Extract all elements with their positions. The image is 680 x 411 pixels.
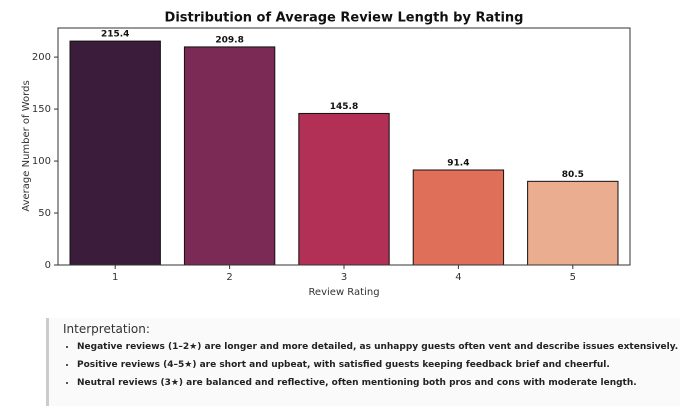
y-tick-label: 100 bbox=[32, 156, 51, 167]
bar bbox=[412, 169, 505, 266]
x-axis-label: Review Rating bbox=[308, 287, 379, 298]
chart-title: Distribution of Average Review Length by… bbox=[165, 11, 524, 26]
y-tick-label: 200 bbox=[32, 52, 51, 63]
plot-frame bbox=[57, 27, 631, 266]
bullet: Neutral reviews (3★) are balanced and re… bbox=[77, 374, 678, 392]
bar bbox=[69, 40, 161, 266]
bullet: Negative reviews (1–2★) are longer and m… bbox=[77, 338, 678, 356]
y-tick-label: 150 bbox=[32, 104, 51, 115]
bullet-list: Negative reviews (1–2★) are longer and m… bbox=[61, 338, 678, 392]
chart: Distribution of Average Review Length by… bbox=[21, 11, 631, 298]
x-tick-label: 2 bbox=[226, 272, 232, 283]
interpretation-heading: Interpretation: bbox=[63, 322, 150, 336]
value-label: 145.8 bbox=[330, 102, 358, 112]
bullet: Positive reviews (4–5★) are short and up… bbox=[77, 356, 678, 374]
bar bbox=[183, 46, 276, 266]
bar bbox=[298, 112, 390, 266]
x-tick-label: 4 bbox=[455, 272, 461, 283]
y-tick-label: 50 bbox=[38, 208, 51, 219]
value-label: 215.4 bbox=[101, 30, 129, 40]
value-label: 80.5 bbox=[562, 170, 584, 180]
x-tick-label: 1 bbox=[112, 272, 118, 283]
x-tick-label: 3 bbox=[341, 272, 347, 283]
y-tick-label: 0 bbox=[45, 260, 51, 271]
y-axis-label: Average Number of Words bbox=[21, 80, 32, 211]
value-label: 91.4 bbox=[447, 158, 469, 168]
x-tick-label: 5 bbox=[570, 272, 576, 283]
bar bbox=[527, 180, 619, 266]
interpretation-box: Interpretation: Negative reviews (1–2★) … bbox=[46, 318, 680, 406]
value-label: 209.8 bbox=[215, 35, 243, 45]
